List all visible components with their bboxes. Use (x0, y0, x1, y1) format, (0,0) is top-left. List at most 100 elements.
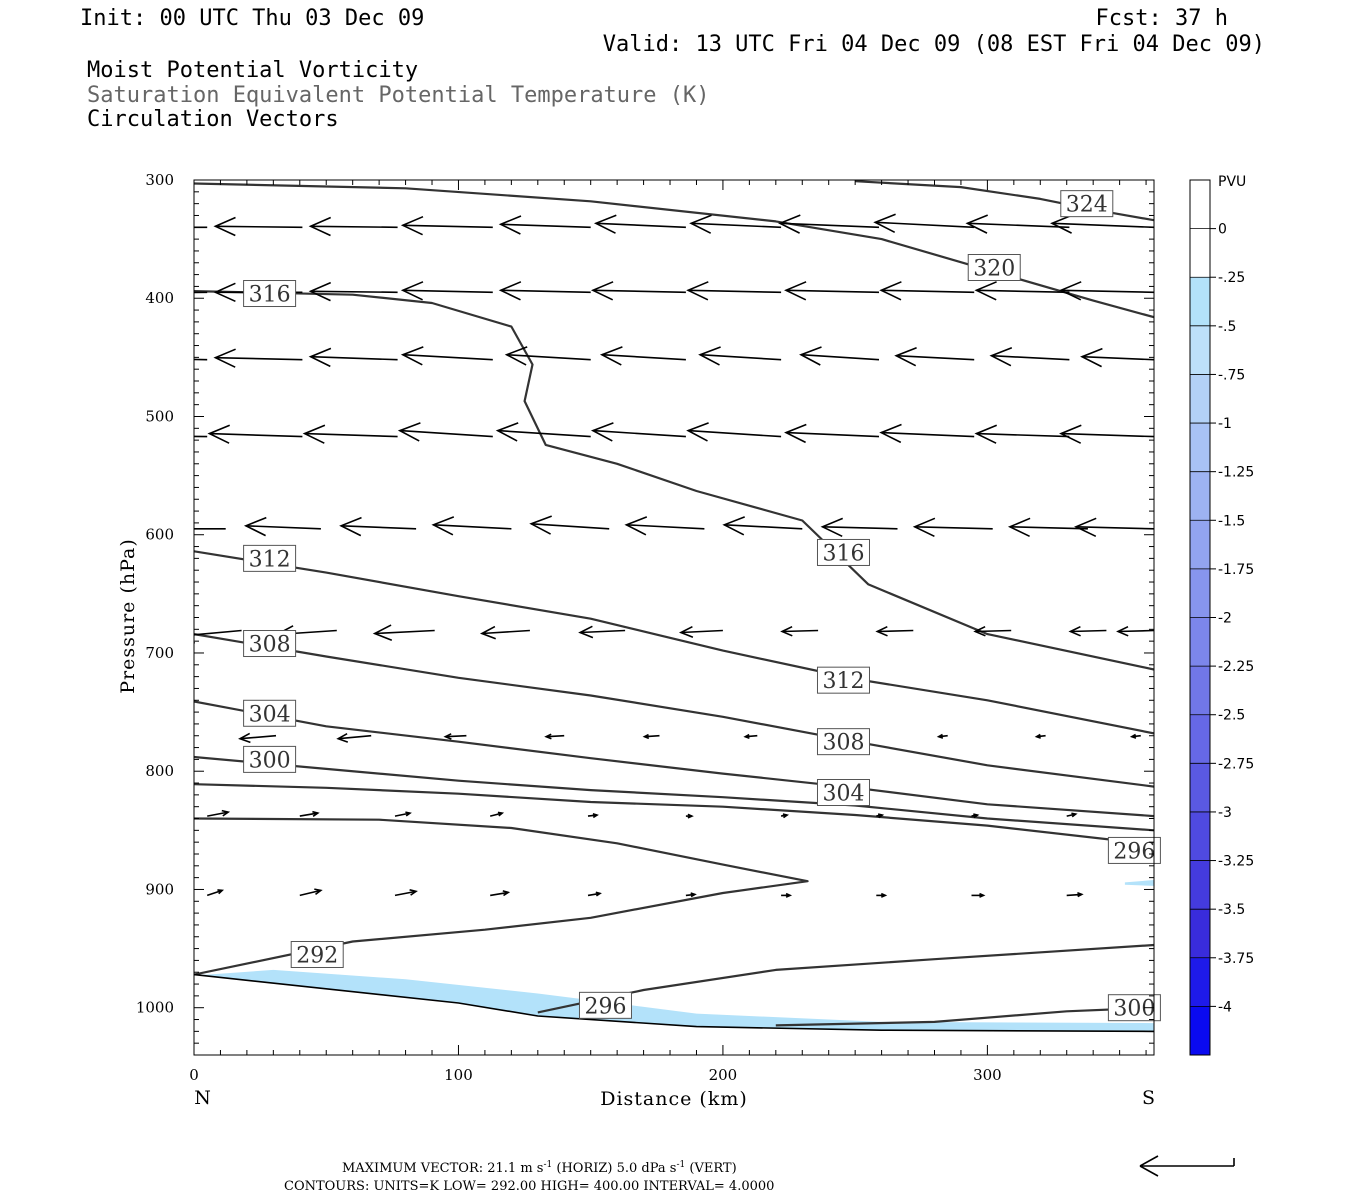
contour-label-text: 296 (584, 994, 626, 1019)
vector-arrow (599, 346, 686, 366)
vector-arrow (578, 625, 626, 639)
vector-shaft (490, 891, 509, 897)
contour-label: 316 (816, 538, 870, 566)
contour-label-text: 320 (973, 257, 1015, 282)
contour-label-box (1107, 836, 1161, 864)
vector-head (479, 625, 496, 640)
colorbar-label: -3 (1218, 805, 1232, 821)
vector-shaft (194, 435, 208, 438)
vector-arrow (1066, 892, 1084, 898)
contour-label-text: 304 (822, 782, 864, 807)
contour-label: 304 (816, 779, 870, 807)
vector-arrow (194, 629, 242, 644)
vector-head (599, 346, 623, 366)
vector-head (686, 281, 709, 301)
colorbar-swatch (1190, 617, 1210, 667)
vector-arrow (778, 214, 880, 234)
vector-arrow (587, 813, 599, 819)
vector-shaft (394, 890, 417, 897)
vector-arrow (443, 733, 467, 740)
vector-shaft (399, 429, 493, 438)
vector-arrow (876, 813, 885, 819)
vector-head (973, 625, 986, 637)
vector-head (1071, 812, 1078, 818)
vector-head (243, 516, 267, 537)
vector-arrow (912, 517, 993, 538)
vector-shaft (481, 629, 530, 635)
vector-arrow (544, 733, 565, 740)
contour-label: 292 (290, 940, 344, 968)
pv-shading (194, 880, 1154, 1032)
vector-arrow (400, 215, 493, 236)
y-tick-label: 800 (145, 762, 174, 780)
contour-label: 300 (1107, 994, 1161, 1022)
vector-shaft (245, 525, 321, 530)
vector-shaft (374, 629, 435, 635)
vector-shaft (490, 812, 503, 817)
contour-line (194, 633, 1154, 788)
colorbar-label: -2 (1218, 611, 1232, 627)
vector-shaft (209, 432, 303, 438)
pv-fill-region-small (1124, 880, 1154, 886)
vector-head (689, 214, 712, 234)
contour-line (194, 783, 1154, 846)
vector-head (782, 813, 789, 819)
vector-head (974, 424, 998, 444)
vector-arrow (498, 215, 591, 235)
vector-head (678, 625, 694, 638)
vector-head (1077, 892, 1084, 898)
vector-shaft (433, 524, 512, 530)
vector-shaft (976, 432, 1070, 438)
colorbar-label: -3.75 (1218, 951, 1254, 967)
vector-arrow (974, 281, 1070, 301)
vector-head (1059, 424, 1082, 444)
vector-arrow (1034, 733, 1046, 739)
vector-head (1116, 625, 1129, 637)
colorbar-swatch (1190, 763, 1210, 813)
vector-arrow (689, 214, 782, 234)
y-tick-label: 900 (145, 880, 174, 898)
max-vector-text-1: MAXIMUM VECTOR: 21.1 m s (342, 1161, 543, 1176)
vector-arrow (780, 813, 789, 819)
vector-arrow (400, 346, 493, 366)
x-axis-title: Distance (km) (600, 1088, 748, 1110)
vector-arrow (243, 516, 321, 537)
vector-arrow (876, 892, 888, 898)
reference-vector-icon (1139, 1155, 1235, 1177)
contour-label-box (578, 991, 632, 1019)
vector-arrow (308, 216, 398, 237)
vector-shaft (975, 629, 1012, 633)
contour-label-text: 316 (249, 283, 291, 308)
vector-head (590, 422, 614, 442)
colorbar-label: -3.25 (1218, 854, 1254, 870)
vector-shaft (497, 429, 591, 438)
contour-label: 324 (1060, 190, 1114, 218)
vector-arrow (678, 625, 723, 638)
contour-label: 300 (243, 745, 297, 773)
x-tick-label: 200 (709, 1066, 738, 1084)
vector-head (873, 213, 896, 234)
vector-shaft (445, 734, 467, 738)
vector-shaft (1060, 289, 1154, 294)
vector-arrow (973, 625, 1012, 637)
vector-arrow (590, 422, 686, 442)
vector-head (431, 516, 455, 536)
vector-head (114, 427, 134, 445)
vector-shaft (967, 222, 1070, 229)
vector-head (302, 424, 326, 444)
vector-shaft (402, 353, 493, 361)
vector-head (497, 811, 505, 817)
vector-head (624, 516, 648, 536)
vector-head (213, 348, 236, 368)
vector-arrow (207, 424, 303, 444)
vector-head (397, 422, 421, 442)
vector-head (785, 892, 793, 898)
vector-shaft (991, 354, 1070, 361)
vector-shaft (310, 225, 398, 229)
vector-shaft (500, 223, 591, 229)
vector-shaft (531, 523, 610, 530)
contour-label-box (816, 779, 870, 806)
vector-arrow (400, 281, 493, 301)
vector-head (400, 215, 424, 236)
